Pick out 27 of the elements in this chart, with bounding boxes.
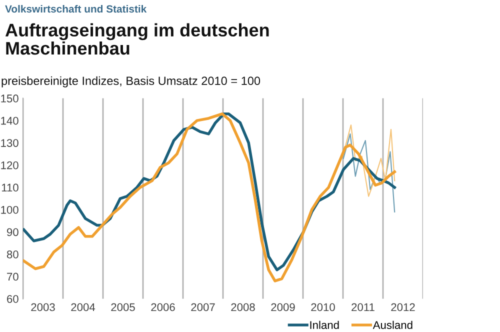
y-tick-label: 130 xyxy=(1,139,18,147)
chart-title: Auftragseingang im deutschen Maschinenbau xyxy=(5,23,269,55)
y-tick-label: 80 xyxy=(6,250,18,258)
line-series xyxy=(342,124,396,197)
line-series xyxy=(342,133,396,212)
y-tick-label: 60 xyxy=(7,295,18,303)
legend-label: Inland xyxy=(310,320,339,329)
x-tick-label: 2009 xyxy=(271,303,295,312)
y-tick-label: 120 xyxy=(1,161,18,170)
x-tick-label: 2007 xyxy=(191,303,215,312)
x-tick-label: 2011 xyxy=(352,303,374,312)
x-tick-label: 2005 xyxy=(111,303,135,312)
x-tick-label: 2010 xyxy=(311,303,335,312)
y-tick-label: 90 xyxy=(6,228,18,236)
x-tick-label: 2004 xyxy=(71,303,96,312)
x-tick-label: 2003 xyxy=(31,303,55,312)
y-tick-label: 110 xyxy=(2,184,18,192)
y-tick-label: 100 xyxy=(1,206,18,214)
y-tick-label: 70 xyxy=(7,272,18,281)
y-tick-label: 140 xyxy=(1,116,18,125)
x-tick-label: 2008 xyxy=(231,303,255,312)
x-tick-label: 2012 xyxy=(391,303,415,312)
y-tick-label: 150 xyxy=(1,94,18,102)
chart-subtitle: preisbereinigte Indizes, Basis Umsatz 2010 = 100 xyxy=(2,76,260,88)
text: Volkswirtschaft und Statistik xyxy=(5,4,147,13)
legend-label: Ausland xyxy=(372,320,412,329)
x-tick-label: 2006 xyxy=(151,303,175,312)
